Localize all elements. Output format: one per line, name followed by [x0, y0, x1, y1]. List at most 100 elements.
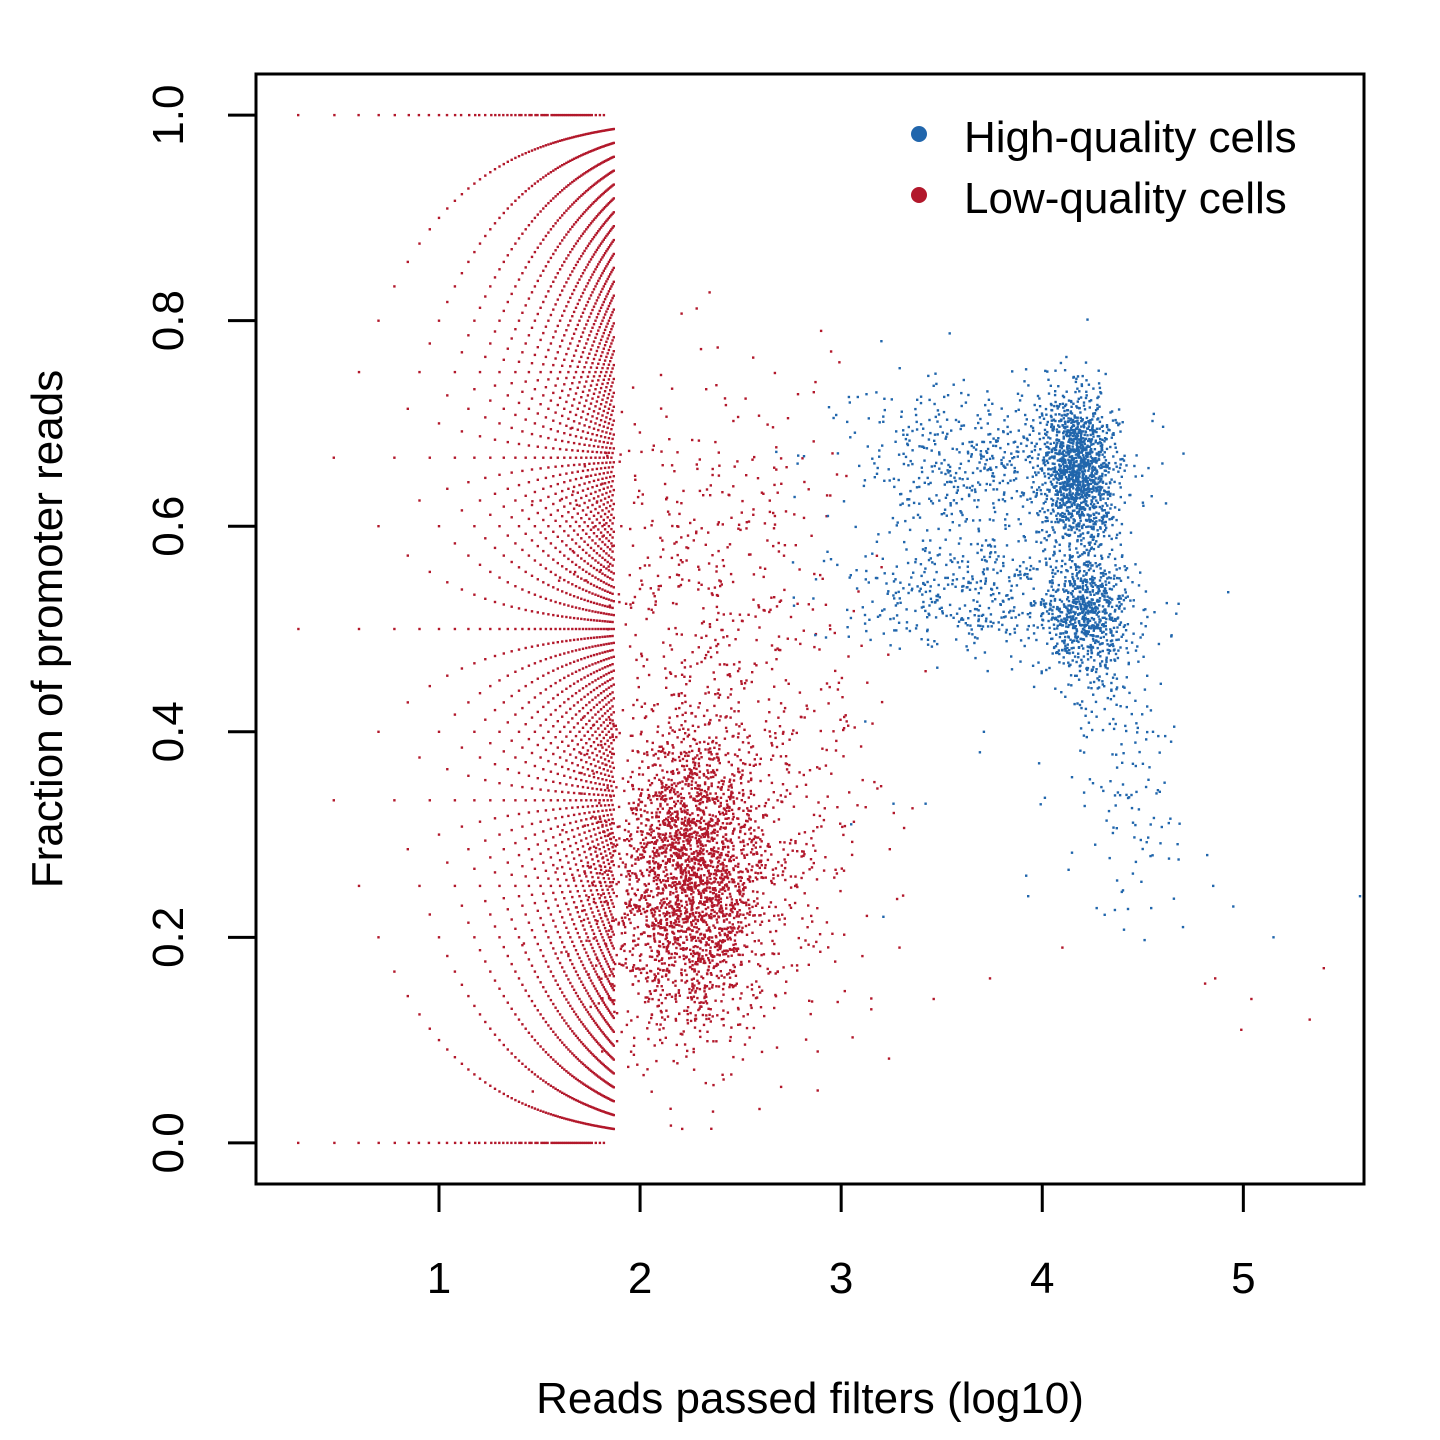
point-low-quality	[556, 140, 559, 143]
point-low-quality	[558, 370, 562, 374]
point-low-quality	[591, 184, 594, 188]
point-low-quality	[609, 519, 612, 522]
point-low-quality	[578, 730, 581, 733]
point-low-quality	[453, 199, 457, 202]
point-low-quality	[567, 324, 570, 327]
point-low-quality	[609, 1025, 612, 1029]
point-low-quality	[697, 868, 700, 872]
point-low-quality	[705, 791, 708, 794]
point-low-quality	[589, 871, 593, 874]
point-low-quality	[660, 786, 664, 789]
point-low-quality	[698, 902, 701, 905]
point-low-quality	[588, 939, 591, 943]
point-low-quality	[684, 867, 687, 870]
point-low-quality	[698, 787, 701, 790]
point-low-quality	[527, 481, 531, 484]
point-low-quality	[521, 311, 524, 314]
point-low-quality	[583, 559, 586, 563]
point-low-quality	[580, 577, 583, 580]
point-low-quality	[585, 589, 588, 593]
point-low-quality	[684, 930, 687, 933]
point-low-quality	[576, 281, 579, 285]
point-low-quality	[591, 1088, 594, 1091]
point-low-quality	[589, 528, 593, 531]
point-low-quality	[542, 425, 545, 428]
point-low-quality	[750, 1006, 753, 1010]
point-low-quality	[527, 1068, 531, 1071]
point-low-quality	[561, 840, 564, 844]
point-low-quality	[585, 818, 588, 821]
point-low-quality	[741, 930, 744, 934]
point-low-quality	[764, 849, 767, 853]
point-low-quality	[662, 844, 665, 847]
point-low-quality	[681, 787, 684, 790]
point-low-quality	[602, 892, 605, 895]
point-low-quality	[602, 409, 605, 413]
point-low-quality	[812, 844, 815, 847]
point-low-quality	[680, 971, 683, 975]
point-low-quality	[542, 331, 545, 335]
point-low-quality	[742, 1015, 745, 1018]
point-low-quality	[567, 931, 570, 934]
point-low-quality	[554, 141, 557, 144]
point-low-quality	[719, 856, 722, 859]
point-low-quality	[544, 899, 548, 903]
point-low-quality	[682, 954, 685, 957]
point-low-quality	[578, 566, 581, 569]
point-low-quality	[554, 736, 557, 739]
point-low-quality	[655, 919, 658, 922]
point-low-quality	[576, 323, 579, 327]
point-low-quality	[676, 942, 679, 945]
point-low-quality	[498, 1038, 501, 1042]
point-low-quality	[694, 962, 697, 966]
point-low-quality	[726, 938, 729, 941]
point-low-quality	[510, 158, 513, 161]
point-low-quality	[670, 796, 673, 800]
point-low-quality	[603, 834, 607, 838]
point-low-quality	[665, 928, 668, 932]
point-low-quality	[658, 866, 662, 869]
point-low-quality	[592, 619, 596, 622]
point-low-quality	[700, 1001, 703, 1004]
point-low-quality	[599, 852, 603, 855]
point-low-quality	[571, 493, 574, 497]
point-low-quality	[599, 949, 603, 952]
point-low-quality	[705, 886, 709, 889]
point-low-quality	[673, 730, 676, 733]
point-low-quality	[460, 193, 464, 196]
point-low-quality	[533, 970, 537, 973]
point-low-quality	[554, 573, 557, 577]
point-low-quality	[583, 1025, 586, 1028]
point-low-quality	[533, 353, 537, 357]
point-low-quality	[640, 730, 643, 734]
point-low-quality	[612, 488, 615, 492]
point-low-quality	[611, 606, 614, 610]
point-low-quality	[552, 252, 555, 256]
point-low-quality	[510, 962, 513, 966]
point-low-quality	[574, 606, 578, 609]
point-low-quality	[719, 715, 722, 718]
point-low-quality	[561, 966, 564, 969]
point-low-quality	[437, 1038, 441, 1042]
point-low-quality	[581, 608, 585, 611]
point-low-quality	[549, 1084, 553, 1087]
point-low-quality	[484, 174, 487, 177]
point-low-quality	[547, 848, 550, 851]
point-low-quality	[612, 683, 615, 686]
point-low-quality	[722, 913, 725, 916]
point-low-quality	[563, 701, 566, 704]
point-low-quality	[542, 207, 545, 210]
point-low-quality	[574, 306, 578, 309]
point-low-quality	[640, 845, 643, 849]
point-low-quality	[595, 1124, 599, 1128]
point-low-quality	[738, 909, 741, 912]
point-low-quality	[563, 750, 566, 753]
point-low-quality	[718, 890, 721, 893]
point-low-quality	[693, 729, 697, 733]
point-low-quality	[489, 456, 492, 459]
point-low-quality	[794, 875, 797, 878]
point-low-quality	[585, 608, 588, 612]
point-low-quality	[759, 845, 762, 849]
point-low-quality	[594, 559, 597, 562]
point-low-quality	[685, 900, 688, 904]
